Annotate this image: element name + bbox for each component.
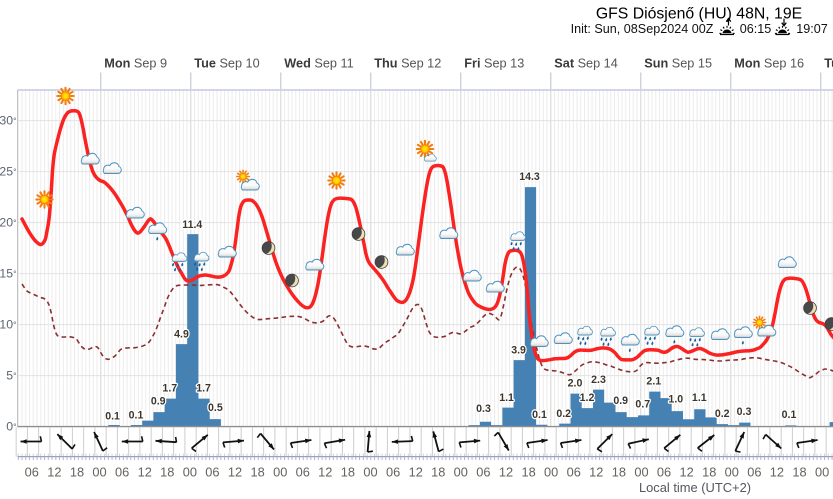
svg-text:06: 06 bbox=[205, 465, 219, 480]
svg-text:0.1: 0.1 bbox=[105, 411, 120, 423]
svg-text:12: 12 bbox=[138, 465, 152, 480]
svg-text:0.9: 0.9 bbox=[613, 395, 628, 407]
svg-text:10°: 10° bbox=[0, 318, 17, 332]
svg-text:Sun Sep 15: Sun Sep 15 bbox=[644, 57, 712, 71]
svg-text:12: 12 bbox=[770, 465, 784, 480]
svg-text:Tue Sep 10: Tue Sep 10 bbox=[194, 57, 259, 71]
svg-text:Wed Sep 11: Wed Sep 11 bbox=[284, 57, 353, 71]
svg-text:0.9: 0.9 bbox=[151, 395, 166, 407]
svg-text:0.1: 0.1 bbox=[129, 410, 144, 422]
svg-text:25°: 25° bbox=[0, 165, 17, 179]
svg-text:Init: Sun, 08Sep2024 00Z: Init: Sun, 08Sep2024 00Z bbox=[571, 22, 714, 36]
svg-text:18: 18 bbox=[70, 465, 84, 480]
svg-text:5°: 5° bbox=[6, 369, 16, 383]
svg-text:30°: 30° bbox=[0, 114, 17, 128]
svg-text:12: 12 bbox=[409, 465, 423, 480]
svg-text:Mon Sep 16: Mon Sep 16 bbox=[734, 57, 804, 71]
svg-text:1.1: 1.1 bbox=[499, 392, 514, 404]
svg-text:1.2: 1.2 bbox=[580, 392, 595, 404]
svg-text:06: 06 bbox=[25, 465, 39, 480]
svg-text:00: 00 bbox=[183, 465, 197, 480]
svg-text:2.0: 2.0 bbox=[568, 377, 583, 389]
svg-text:2.1: 2.1 bbox=[646, 375, 661, 387]
svg-text:Sat Sep 14: Sat Sep 14 bbox=[554, 57, 618, 71]
svg-text:3.9: 3.9 bbox=[511, 344, 526, 356]
svg-text:18: 18 bbox=[702, 465, 716, 480]
svg-text:18: 18 bbox=[250, 465, 264, 480]
svg-text:Fri Sep 13: Fri Sep 13 bbox=[464, 57, 524, 71]
svg-text:18: 18 bbox=[160, 465, 174, 480]
svg-text:0.2: 0.2 bbox=[556, 408, 571, 420]
svg-text:Local time (UTC+2): Local time (UTC+2) bbox=[639, 480, 751, 495]
svg-text:2.3: 2.3 bbox=[591, 374, 606, 386]
svg-text:0.2: 0.2 bbox=[715, 408, 730, 420]
svg-text:06: 06 bbox=[476, 465, 490, 480]
svg-text:12: 12 bbox=[228, 465, 242, 480]
svg-text:06: 06 bbox=[386, 465, 400, 480]
svg-text:06:15: 06:15 bbox=[740, 22, 772, 36]
svg-text:0.1: 0.1 bbox=[782, 409, 797, 421]
svg-text:20°: 20° bbox=[0, 216, 17, 230]
svg-text:1.7: 1.7 bbox=[196, 383, 211, 395]
svg-text:Mon Sep 9: Mon Sep 9 bbox=[104, 57, 167, 71]
svg-text:GFS Diósjenő (HU) 48N, 19E: GFS Diósjenő (HU) 48N, 19E bbox=[596, 6, 802, 23]
svg-text:06: 06 bbox=[657, 465, 671, 480]
svg-text:12: 12 bbox=[318, 465, 332, 480]
svg-text:18: 18 bbox=[341, 465, 355, 480]
svg-text:00: 00 bbox=[544, 465, 558, 480]
svg-text:12: 12 bbox=[47, 465, 61, 480]
svg-text:19:07: 19:07 bbox=[796, 22, 828, 36]
svg-text:14.3: 14.3 bbox=[519, 171, 540, 183]
svg-text:0.5: 0.5 bbox=[208, 402, 223, 414]
svg-text:06: 06 bbox=[747, 465, 761, 480]
svg-text:00: 00 bbox=[273, 465, 287, 480]
svg-text:0.3: 0.3 bbox=[476, 403, 491, 415]
svg-text:18: 18 bbox=[521, 465, 535, 480]
svg-text:12: 12 bbox=[679, 465, 693, 480]
svg-text:15°: 15° bbox=[0, 267, 17, 281]
svg-text:00: 00 bbox=[454, 465, 468, 480]
svg-text:00: 00 bbox=[363, 465, 377, 480]
svg-text:18: 18 bbox=[612, 465, 626, 480]
svg-text:0°: 0° bbox=[6, 420, 16, 434]
svg-text:00: 00 bbox=[725, 465, 739, 480]
svg-text:18: 18 bbox=[431, 465, 445, 480]
svg-text:4.9: 4.9 bbox=[174, 329, 189, 341]
svg-text:Tue Sep 17: Tue Sep 17 bbox=[824, 57, 833, 71]
svg-text:0.1: 0.1 bbox=[532, 409, 547, 421]
svg-text:06: 06 bbox=[296, 465, 310, 480]
svg-text:1.0: 1.0 bbox=[668, 393, 683, 405]
svg-text:06: 06 bbox=[567, 465, 581, 480]
svg-text:12: 12 bbox=[589, 465, 603, 480]
svg-text:06: 06 bbox=[115, 465, 129, 480]
svg-text:00: 00 bbox=[634, 465, 648, 480]
svg-text:00: 00 bbox=[92, 465, 106, 480]
svg-text:0.3: 0.3 bbox=[737, 406, 752, 418]
svg-text:1.1: 1.1 bbox=[692, 392, 707, 404]
svg-text:00: 00 bbox=[815, 465, 829, 480]
svg-text:11.4: 11.4 bbox=[182, 219, 202, 231]
svg-text:0.7: 0.7 bbox=[635, 399, 650, 411]
svg-text:Thu Sep 12: Thu Sep 12 bbox=[374, 57, 441, 71]
svg-text:12: 12 bbox=[499, 465, 513, 480]
svg-text:18: 18 bbox=[792, 465, 806, 480]
svg-text:1.7: 1.7 bbox=[162, 383, 177, 395]
